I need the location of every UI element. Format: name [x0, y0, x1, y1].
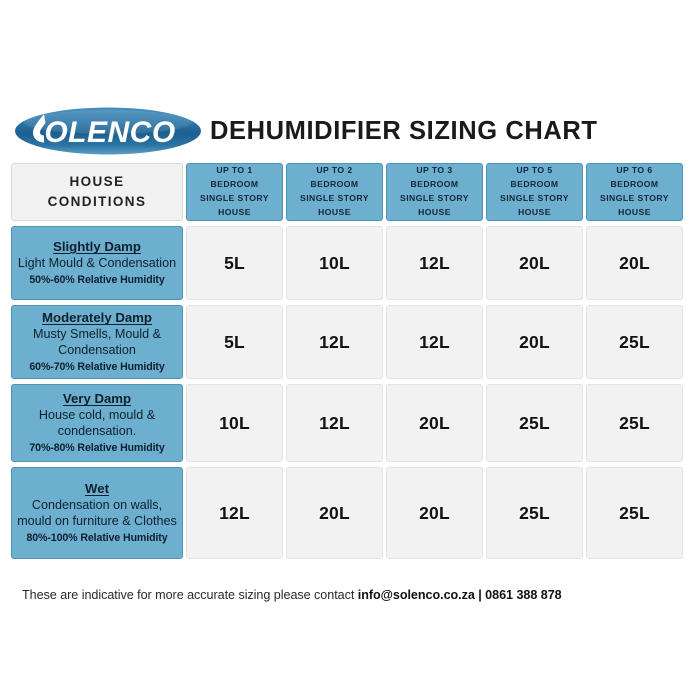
- capacity-cell: 25L: [486, 467, 583, 559]
- condition-desc-3: House cold, mould & condensation.: [38, 408, 156, 439]
- column-header-3-line3: SINGLE STORY: [400, 193, 469, 203]
- capacity-cell: 20L: [586, 226, 683, 300]
- sizing-table: HOUSE CONDITIONS UP TO 1 BEDROOM SINGLE …: [11, 163, 689, 564]
- condition-title-2: Moderately Damp: [42, 310, 152, 326]
- condition-humidity-3: 70%-80% Relative Humidity: [29, 441, 165, 454]
- capacity-cell: 20L: [486, 226, 583, 300]
- condition-cell-4: Wet Condensation on walls, mould on furn…: [11, 467, 183, 559]
- column-header-2-line1: UP TO 2: [316, 165, 353, 176]
- table-row: Wet Condensation on walls, mould on furn…: [11, 467, 689, 564]
- column-header-4-line1: UP TO 5: [516, 165, 553, 176]
- capacity-cell: 25L: [586, 384, 683, 462]
- column-header-1-line3: SINGLE STORY: [200, 193, 269, 203]
- capacity-cell: 5L: [186, 226, 283, 300]
- table-row: Moderately Damp Musty Smells, Mould & Co…: [11, 305, 689, 384]
- capacity-cell: 25L: [586, 467, 683, 559]
- capacity-cell: 20L: [486, 305, 583, 379]
- column-header-4-line4: HOUSE: [518, 206, 551, 217]
- house-conditions-header: HOUSE CONDITIONS: [11, 163, 183, 221]
- capacity-cell: 5L: [186, 305, 283, 379]
- column-header-3-line4: HOUSE: [418, 206, 451, 217]
- column-header-3-line2: BEDROOM: [410, 179, 459, 190]
- condition-humidity-4: 80%-100% Relative Humidity: [26, 531, 168, 544]
- footer-contact: info@solenco.co.za | 0861 388 878: [357, 588, 562, 602]
- column-header-2-line3: SINGLE STORY: [300, 193, 369, 203]
- column-header-2: UP TO 2 BEDROOM SINGLE STORY HOUSE: [286, 163, 383, 221]
- table-row: Very Damp House cold, mould & condensati…: [11, 384, 689, 467]
- column-header-5: UP TO 6 BEDROOM SINGLE STORY HOUSE: [586, 163, 683, 221]
- capacity-cell: 12L: [186, 467, 283, 559]
- capacity-cell: 12L: [386, 226, 483, 300]
- house-conditions-line2: CONDITIONS: [47, 194, 147, 209]
- capacity-cell: 20L: [386, 384, 483, 462]
- capacity-cell: 12L: [386, 305, 483, 379]
- house-conditions-line1: HOUSE: [69, 174, 125, 190]
- solenco-logo: OLENCO: [12, 106, 204, 156]
- column-header-4-line2: BEDROOM: [510, 179, 559, 190]
- footer-note: These are indicative for more accurate s…: [22, 588, 682, 602]
- condition-desc-2: Musty Smells, Mould & Condensation: [32, 327, 162, 358]
- column-header-1: UP TO 1 BEDROOM SINGLE STORY HOUSE: [186, 163, 283, 221]
- page-title: DEHUMIDIFIER SIZING CHART: [210, 116, 598, 145]
- capacity-cell: 10L: [186, 384, 283, 462]
- column-header-2-line4: HOUSE: [318, 206, 351, 217]
- condition-title-1: Slightly Damp: [53, 239, 141, 255]
- column-header-4-line3: SINGLE STORY: [500, 193, 569, 203]
- capacity-cell: 10L: [286, 226, 383, 300]
- column-header-5-line3: SINGLE STORY: [600, 193, 669, 203]
- logo-wordmark: OLENCO: [44, 116, 175, 149]
- capacity-cell: 20L: [286, 467, 383, 559]
- capacity-cell: 25L: [586, 305, 683, 379]
- condition-title-3: Very Damp: [62, 391, 132, 407]
- capacity-cell: 12L: [286, 305, 383, 379]
- column-header-2-line2: BEDROOM: [310, 179, 359, 190]
- column-header-1-line1: UP TO 1: [216, 165, 253, 176]
- column-header-5-line1: UP TO 6: [616, 165, 653, 176]
- column-header-1-line2: BEDROOM: [210, 179, 259, 190]
- condition-humidity-2: 60%-70% Relative Humidity: [29, 360, 165, 373]
- condition-humidity-1: 50%-60% Relative Humidity: [29, 274, 165, 286]
- condition-title-4: Wet: [85, 481, 109, 497]
- water-drop-logo-icon: OLENCO: [15, 107, 201, 155]
- condition-desc-4: Condensation on walls, mould on furnitur…: [17, 498, 177, 529]
- condition-desc-1: Light Mould & Condensation: [17, 256, 177, 271]
- condition-cell-1: Slightly Damp Light Mould & Condensation…: [11, 226, 183, 300]
- column-header-3-line1: UP TO 3: [416, 165, 453, 176]
- capacity-cell: 12L: [286, 384, 383, 462]
- column-header-5-line2: BEDROOM: [610, 179, 659, 190]
- table-header-row: HOUSE CONDITIONS UP TO 1 BEDROOM SINGLE …: [11, 163, 689, 226]
- capacity-cell: 20L: [386, 467, 483, 559]
- column-header-1-line4: HOUSE: [218, 206, 251, 217]
- table-row: Slightly Damp Light Mould & Condensation…: [11, 226, 689, 305]
- column-header-4: UP TO 5 BEDROOM SINGLE STORY HOUSE: [486, 163, 583, 221]
- column-header-3: UP TO 3 BEDROOM SINGLE STORY HOUSE: [386, 163, 483, 221]
- condition-cell-2: Moderately Damp Musty Smells, Mould & Co…: [11, 305, 183, 379]
- condition-cell-3: Very Damp House cold, mould & condensati…: [11, 384, 183, 462]
- footer-note-text: These are indicative for more accurate s…: [22, 588, 358, 602]
- capacity-cell: 25L: [486, 384, 583, 462]
- column-header-5-line4: HOUSE: [618, 206, 651, 217]
- chart-header: OLENCO DEHUMIDIFIER SIZING CHART: [0, 104, 700, 158]
